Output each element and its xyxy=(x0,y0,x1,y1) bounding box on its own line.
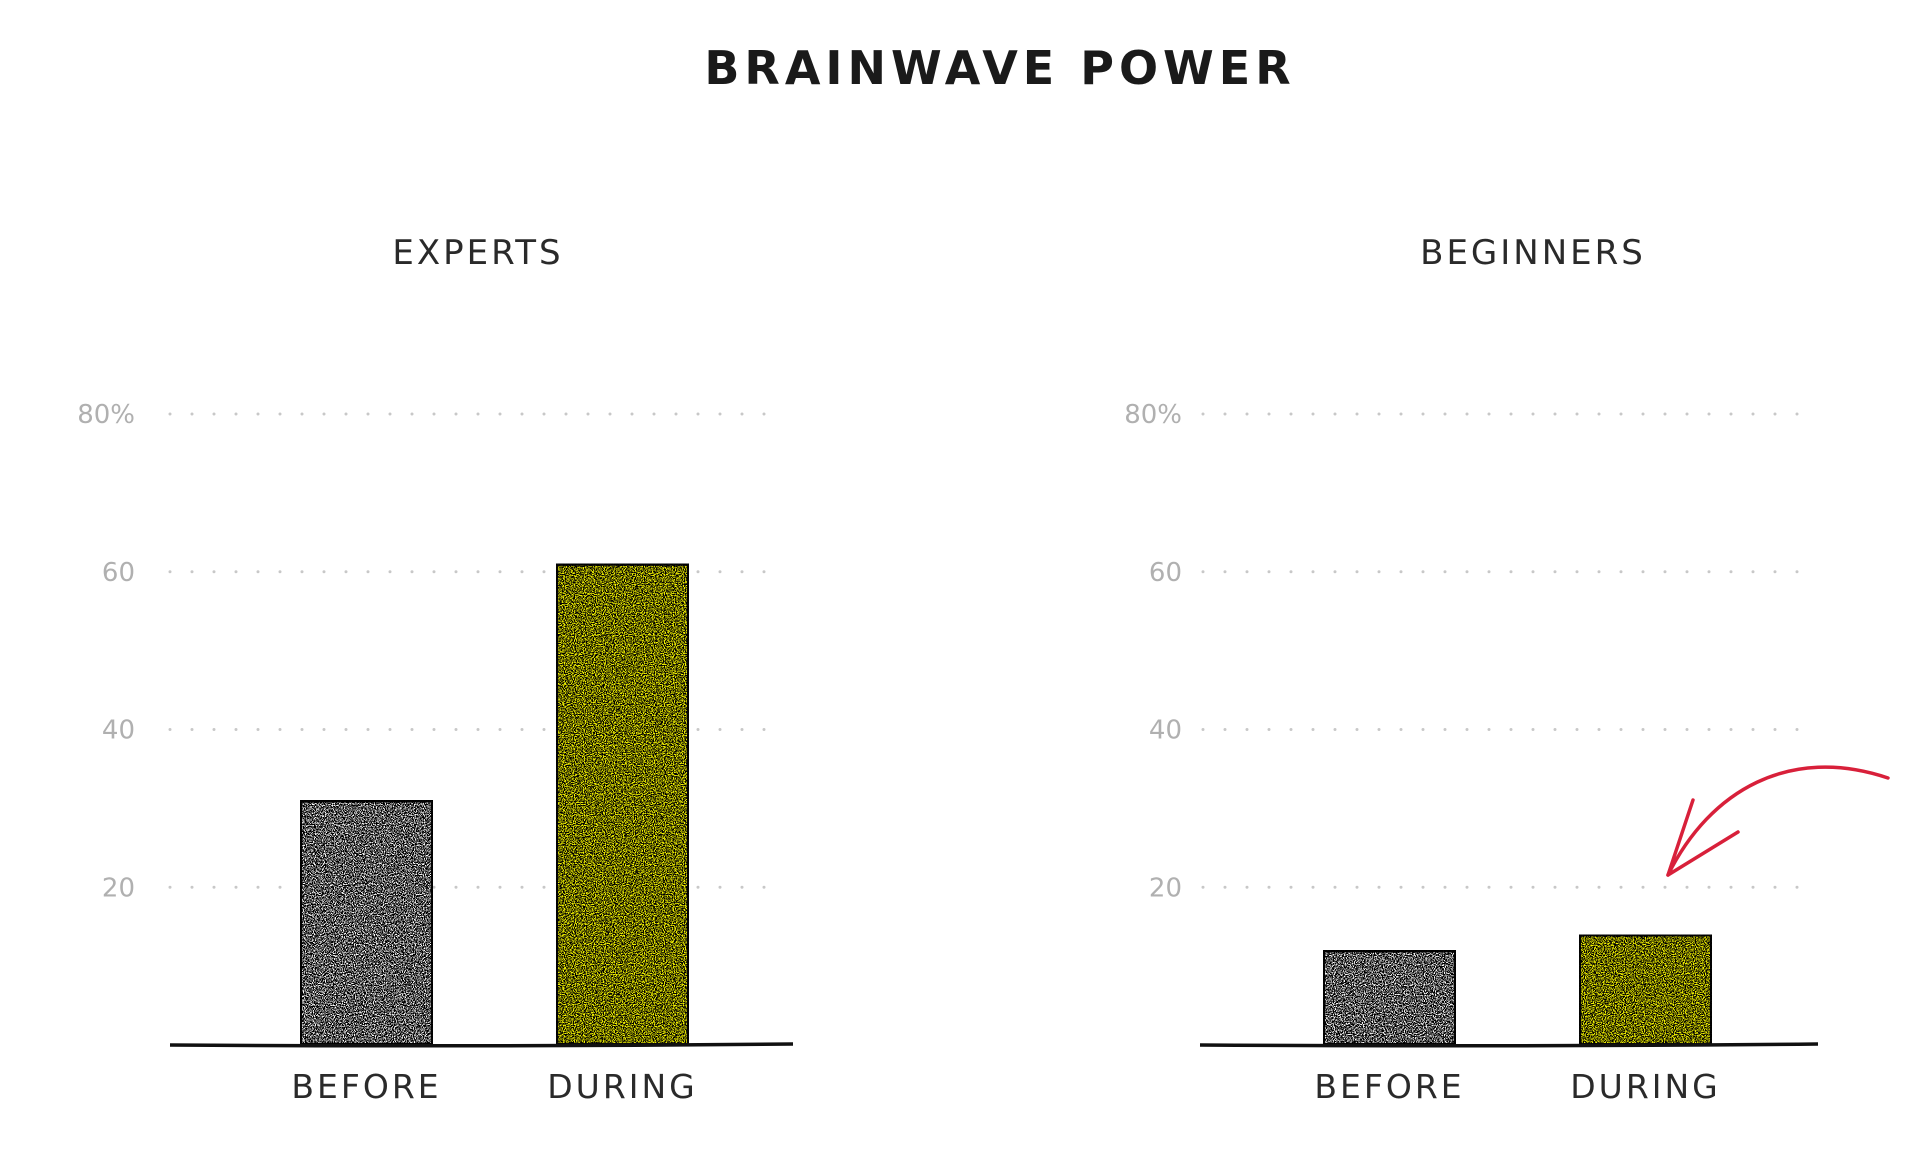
category-label: BEFORE xyxy=(291,1067,441,1106)
panel-beginners: BEGINNERS 20 40 60 80% BEFORE DURING xyxy=(1124,233,1890,1106)
panel-title: BEGINNERS xyxy=(1420,233,1646,273)
category-label: BEFORE xyxy=(1314,1067,1464,1106)
bar-before xyxy=(298,798,435,1047)
y-tick-label: 40 xyxy=(102,716,135,746)
chart-title: BRAINWAVE POWER xyxy=(704,41,1295,95)
panel-experts: EXPERTS 20 40 60 80% BEFORE DURING xyxy=(77,233,794,1106)
highlight-arrow xyxy=(1666,765,1890,877)
bar-before xyxy=(1321,948,1458,1047)
y-tick-label: 80% xyxy=(77,400,135,430)
y-tick-label: 60 xyxy=(102,558,135,588)
category-label: DURING xyxy=(1570,1067,1720,1106)
y-tick-label: 20 xyxy=(1149,873,1182,903)
y-tick-label: 60 xyxy=(1149,558,1182,588)
y-tick-label: 20 xyxy=(102,873,135,903)
x-axis-baseline xyxy=(1199,1042,1819,1048)
category-label: DURING xyxy=(547,1067,697,1106)
y-tick-label: 80% xyxy=(1124,400,1182,430)
bar-during xyxy=(554,561,691,1047)
panel-title: EXPERTS xyxy=(392,233,563,273)
x-axis-baseline xyxy=(169,1042,794,1048)
bar-during xyxy=(1577,932,1714,1048)
y-tick-label: 40 xyxy=(1149,716,1182,746)
